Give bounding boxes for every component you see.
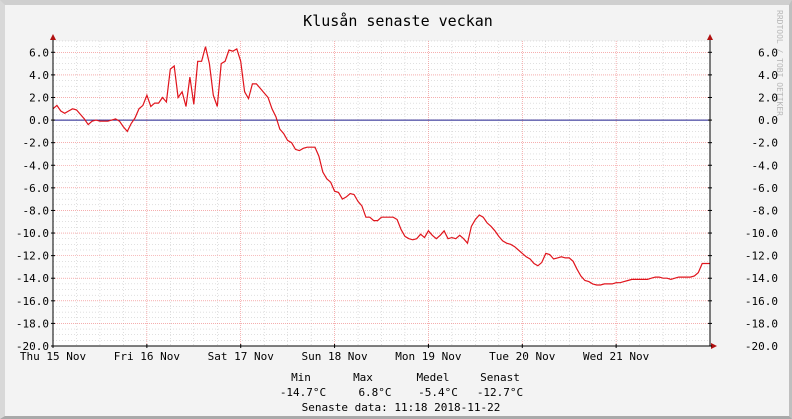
legend-value-senast: -12.7°C — [477, 386, 523, 399]
legend-header-medel: Medel — [416, 371, 449, 384]
y-tick-label: -8.0 — [23, 204, 50, 217]
temperature-series-line — [52, 46, 710, 286]
x-axis-arrow-icon — [711, 343, 717, 349]
y-tick-label-right: -10.0 — [745, 227, 778, 240]
plot-area: 6.0 4.0 2.0 0.0 -2.0 -4.0 -6.0 -8.0 -10.0 -12.0 -1… — [16, 34, 778, 363]
y-tick-label: -4.0 — [23, 159, 50, 172]
left-axis-arrow-icon — [50, 34, 56, 40]
y-tick-label-right: -8.0 — [752, 204, 779, 217]
y-tick-label: -2.0 — [23, 137, 50, 150]
legend-value-max: 6.8°C — [358, 386, 391, 399]
rrdtool-watermark: RRDTOOL / TOBI OETIKER — [775, 10, 784, 116]
y-tick-label: -16.0 — [16, 295, 49, 308]
y-tick-label-right: -4.0 — [752, 159, 779, 172]
temperature-chart: Klusån senaste veckan RRDTOOL / TOBI OET… — [16, 10, 784, 414]
x-tick-label: Fri 16 Nov — [114, 350, 181, 363]
y-tick-label: 6.0 — [29, 46, 49, 59]
right-y-tick-labels: 6.0 4.0 2.0 0.0 -2.0 -4.0 -6.0 -8.0 -10.0 -12.0 -1… — [745, 46, 778, 353]
x-tick-label: Tue 20 Nov — [489, 350, 556, 363]
y-tick-label-right: -12.0 — [745, 250, 778, 263]
y-tick-label: -10.0 — [16, 227, 49, 240]
y-tick-label: -12.0 — [16, 250, 49, 263]
y-tick-label-right: -18.0 — [745, 317, 778, 330]
y-tick-label-right: -6.0 — [752, 182, 779, 195]
y-tick-label-right: -2.0 — [752, 137, 779, 150]
x-tick-label: Sun 18 Nov — [301, 350, 368, 363]
y-tick-label-right: -20.0 — [745, 340, 778, 353]
x-tick-labels: Thu 15 Nov Fri 16 Nov Sat 17 Nov Sun 18 Nov… — [20, 350, 650, 363]
plot-background — [53, 41, 710, 346]
y-tick-label: 2.0 — [29, 91, 49, 104]
legend-header-max: Max — [353, 371, 373, 384]
y-tick-label: -6.0 — [23, 182, 50, 195]
x-tick-label: Thu 15 Nov — [20, 350, 87, 363]
y-tick-label: -20.0 — [16, 340, 49, 353]
legend-header-senast: Senast — [480, 371, 520, 384]
y-tick-label: 4.0 — [29, 69, 49, 82]
last-update-text: Senaste data: 11:18 2018-11-22 — [302, 401, 501, 414]
x-tick-label: Wed 21 Nov — [583, 350, 650, 363]
plot-axes — [50, 34, 717, 349]
legend-header-min: Min — [291, 371, 311, 384]
x-tick-label: Mon 19 Nov — [395, 350, 462, 363]
legend-value-min: -14.7°C — [280, 386, 326, 399]
y-tick-label-right: 4.0 — [758, 69, 778, 82]
y-tick-label-right: 2.0 — [758, 91, 778, 104]
y-tick-label-right: -16.0 — [745, 295, 778, 308]
y-tick-label: -18.0 — [16, 317, 49, 330]
x-tick-label: Sat 17 Nov — [208, 350, 275, 363]
y-tick-label: -14.0 — [16, 272, 49, 285]
right-axis-arrow-icon — [707, 34, 713, 40]
summary-legend: Min Max Medel Senast -14.7°C 6.8°C -5.4°… — [280, 371, 523, 414]
chart-title: Klusån senaste veckan — [303, 12, 493, 30]
y-tick-label-right: 0.0 — [758, 114, 778, 127]
y-tick-label-right: 6.0 — [758, 46, 778, 59]
legend-value-medel: -5.4°C — [418, 386, 458, 399]
y-tick-label: 0.0 — [29, 114, 49, 127]
y-tick-label-right: -14.0 — [745, 272, 778, 285]
left-y-tick-labels: 6.0 4.0 2.0 0.0 -2.0 -4.0 -6.0 -8.0 -10.0 -12.0 -1… — [16, 46, 49, 353]
